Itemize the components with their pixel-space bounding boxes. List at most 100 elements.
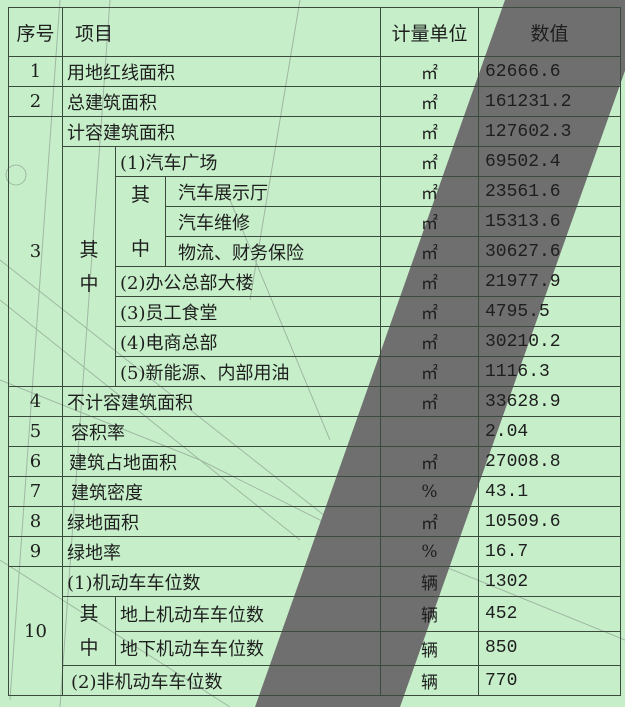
row-unit: ㎡	[380, 266, 479, 297]
row-item: 地上机动车车位数	[115, 596, 381, 632]
row-value: 21977.9	[478, 266, 621, 297]
row-item: 物流、财务保险	[165, 236, 381, 267]
row-item: 地下机动车车位数	[115, 630, 381, 666]
row-no: 7	[8, 476, 63, 507]
row-item: (3)员工食堂	[115, 296, 381, 327]
row-no: 9	[8, 536, 63, 567]
table-row: 9 绿地率% 16.7	[8, 536, 621, 567]
row-item: 容积率	[62, 416, 381, 447]
row-item: (5)新能源、内部用油	[115, 356, 381, 387]
row-item: 建筑密度	[62, 476, 381, 507]
table-row: 5 容积率 2.04	[8, 416, 621, 447]
row-item: 汽车维修	[165, 206, 381, 237]
row-item: 汽车展示厅	[165, 176, 381, 207]
row-item: 建筑占地面积	[62, 446, 381, 477]
row-unit: ㎡	[380, 206, 479, 237]
row-item: 总建筑面积	[62, 86, 381, 117]
group-char: 中	[130, 237, 150, 260]
row-unit: 辆	[380, 665, 479, 696]
row-value: 2.04	[478, 416, 621, 447]
header-value: 数值	[478, 7, 621, 57]
row-no: 5	[8, 416, 63, 447]
row-unit: ㎡	[380, 86, 479, 117]
row-value: 452	[478, 596, 621, 632]
row-value: 62666.6	[478, 56, 621, 87]
group-char: 其	[79, 238, 99, 261]
table-row: (2)非机动车车位数辆 770	[9, 665, 621, 696]
row-item: (2)办公总部大楼	[115, 266, 381, 297]
row-value: 30210.2	[478, 326, 621, 357]
header-unit: 计量单位	[380, 7, 479, 57]
table-row: 7 建筑密度% 43.1	[8, 476, 621, 507]
row-item: (2)非机动车车位数	[62, 665, 381, 696]
row-no: 3	[8, 116, 63, 387]
row-item: (1)机动车车位数	[62, 566, 381, 597]
row-value: 23561.6	[478, 176, 621, 207]
group-char: 中	[79, 637, 99, 659]
row-unit: ㎡	[380, 446, 479, 477]
row-value: 4795.5	[478, 296, 621, 327]
row-value: 69502.4	[478, 146, 621, 177]
row-no: 8	[8, 506, 63, 537]
row-value: 770	[478, 665, 621, 696]
row-value: 850	[478, 630, 621, 666]
row-no: 6	[8, 446, 63, 477]
group-char: 其	[130, 183, 150, 206]
sub-group-label: 其中	[115, 176, 166, 267]
header-item: 项目	[62, 7, 381, 57]
row-item: (4)电商总部	[115, 326, 381, 357]
row-unit: ㎡	[380, 506, 479, 537]
group-char: 中	[79, 272, 99, 295]
row-no: 4	[8, 386, 63, 417]
row-value: 30627.6	[478, 236, 621, 267]
row-unit: ㎡	[380, 326, 479, 357]
row-value: 10509.6	[478, 506, 621, 537]
row-no: 1	[8, 56, 63, 87]
row-unit: 辆	[380, 630, 479, 666]
row-unit: ㎡	[380, 176, 479, 207]
row-item: (1)汽车广场	[115, 146, 381, 177]
row-value: 33628.9	[478, 386, 621, 417]
group-label-of-which: 其中	[62, 146, 116, 387]
row-unit: ㎡	[380, 356, 479, 387]
row-value: 15313.6	[478, 206, 621, 237]
row-item: 用地红线面积	[62, 56, 381, 87]
row-value: 1116.3	[478, 356, 621, 387]
row-unit: ㎡	[380, 296, 479, 327]
row-no: 10	[8, 566, 63, 696]
row-item: 计容建筑面积	[62, 116, 381, 147]
row-value: 161231.2	[478, 86, 621, 117]
row-unit: ㎡	[380, 386, 479, 417]
row-unit: 辆	[380, 596, 479, 632]
table-row: 地下机动车车位数辆 850	[9, 630, 621, 666]
table-row: 其中地上机动车车位数辆 452	[9, 596, 621, 666]
header-no: 序号	[8, 7, 63, 57]
row-value: 1302	[478, 566, 621, 597]
row-item: 不计容建筑面积	[62, 386, 381, 417]
row-value: 127602.3	[478, 116, 621, 147]
group-label-of-which: 其中	[62, 596, 116, 666]
row-unit: ㎡	[380, 116, 479, 147]
row-unit: %	[380, 476, 479, 507]
row-unit: ㎡	[380, 146, 479, 177]
group-char: 其	[79, 603, 99, 625]
row-no: 2	[8, 86, 63, 117]
row-unit	[380, 416, 479, 447]
row-value: 27008.8	[478, 446, 621, 477]
row-item: 绿地率	[62, 536, 381, 567]
row-unit: 辆	[380, 566, 479, 597]
header-row: 序号 项目 计量单位 数值	[8, 7, 621, 57]
row-unit: ㎡	[380, 56, 479, 87]
